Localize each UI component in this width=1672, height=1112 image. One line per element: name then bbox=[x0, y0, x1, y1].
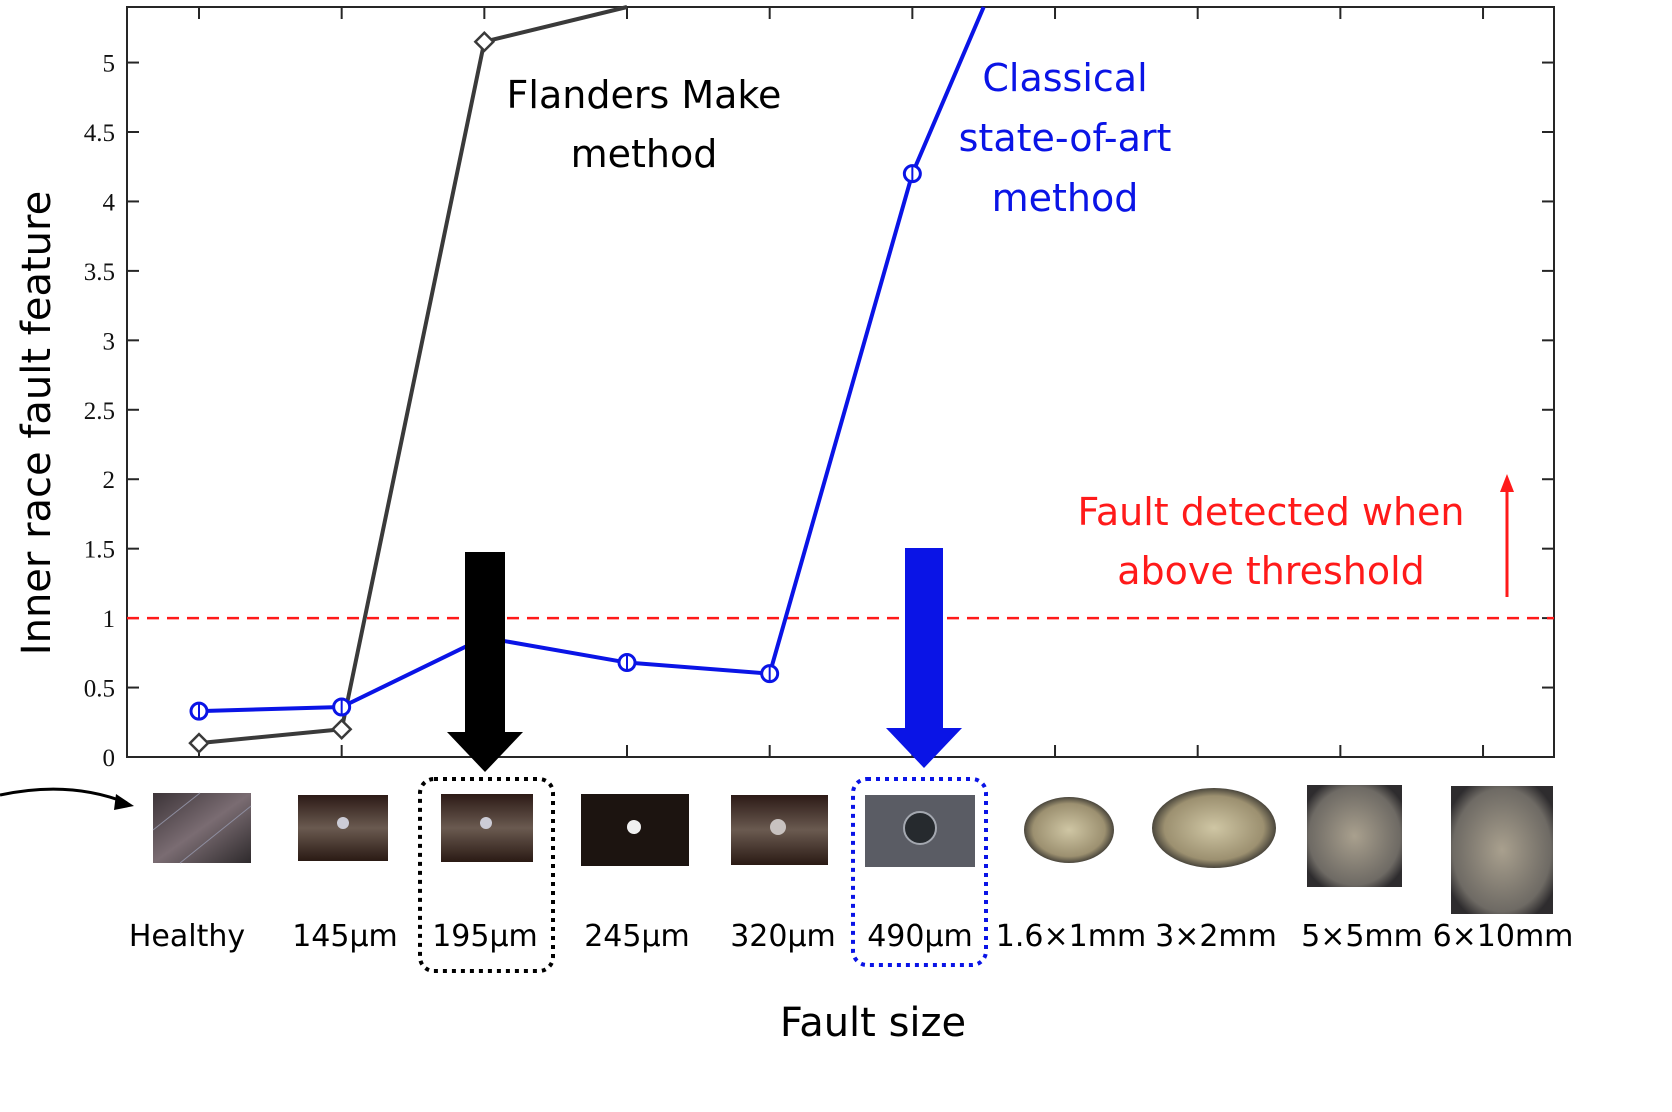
classical-label-line-2: state-of-art bbox=[959, 116, 1172, 160]
sample-image-490um bbox=[865, 795, 975, 867]
y-axis: 0 0.5 1 1.5 2 2.5 3 3.5 4 4.5 5 bbox=[84, 51, 1554, 772]
y-tick-label: 2.5 bbox=[84, 398, 115, 425]
y-tick-label: 3 bbox=[103, 328, 116, 355]
up-arrow-icon bbox=[1500, 474, 1514, 597]
highlight-box-195um bbox=[418, 777, 555, 973]
series-layer bbox=[188, 5, 986, 754]
category-label: 245µm bbox=[584, 919, 690, 954]
category-label: 145µm bbox=[292, 919, 398, 954]
data-point-diamond bbox=[188, 732, 210, 754]
y-tick-label: 0 bbox=[103, 745, 116, 772]
threshold-annotation: Fault detected when above threshold bbox=[1077, 490, 1464, 593]
sample-image-5x5mm bbox=[1307, 785, 1402, 887]
x-axis-label: Fault size bbox=[780, 1000, 966, 1046]
y-tick-label: 4.5 bbox=[84, 120, 115, 147]
sample-image-195um bbox=[441, 794, 533, 862]
series-line bbox=[198, 5, 628, 746]
sample-image-1-6x1mm bbox=[1024, 797, 1114, 863]
flanders-label-line-1: Flanders Make bbox=[507, 73, 782, 117]
category-label: 5×5mm bbox=[1301, 919, 1423, 954]
sample-image-6x10mm bbox=[1451, 786, 1553, 914]
black-down-arrow-icon bbox=[447, 552, 523, 772]
blue-down-arrow-icon bbox=[886, 548, 962, 768]
classical-label-line-1: Classical bbox=[982, 56, 1147, 100]
category-label: 6×10mm bbox=[1433, 919, 1574, 954]
curved-arrow-head-icon bbox=[114, 794, 134, 810]
flanders-annotation: Flanders Make method bbox=[507, 73, 782, 176]
sample-image-3x2mm bbox=[1152, 788, 1276, 868]
threshold-label-line-2: above threshold bbox=[1117, 549, 1425, 593]
plot-frame bbox=[126, 6, 1555, 758]
category-labels: Healthy 145µm 195µm 245µm 320µm 490µm 1.6×1mm 3… bbox=[129, 919, 1574, 954]
flanders-label-line-2: method bbox=[571, 132, 718, 176]
classical-annotation: Classical state-of-art method bbox=[959, 56, 1172, 220]
category-label: 320µm bbox=[730, 919, 836, 954]
category-label: Healthy bbox=[129, 919, 245, 954]
sample-image-healthy bbox=[152, 792, 252, 864]
y-tick-label: 1 bbox=[103, 606, 116, 633]
sample-image-320um bbox=[731, 795, 828, 865]
curved-arrow-icon bbox=[0, 787, 128, 805]
classical-label-line-3: method bbox=[992, 176, 1139, 220]
sample-image-245um bbox=[581, 794, 689, 866]
y-tick-label: 3.5 bbox=[84, 259, 115, 286]
data-point-diamond bbox=[330, 718, 353, 740]
x-axis bbox=[198, 7, 1485, 757]
y-tick-label: 4 bbox=[103, 189, 116, 216]
y-axis-label: Inner race fault feature bbox=[14, 191, 60, 655]
ylabel-group: Inner race fault feature bbox=[14, 191, 60, 655]
category-label: 490µm bbox=[867, 919, 973, 954]
y-tick-label: 1.5 bbox=[84, 537, 115, 564]
y-tick-label: 0.5 bbox=[84, 676, 115, 703]
category-label: 1.6×1mm bbox=[996, 919, 1146, 954]
category-label: 3×2mm bbox=[1155, 919, 1277, 954]
data-point-diamond bbox=[473, 30, 496, 53]
y-tick-label: 2 bbox=[103, 467, 116, 494]
sample-image-145um bbox=[298, 795, 388, 861]
category-label: 195µm bbox=[432, 919, 538, 954]
threshold-label-line-1: Fault detected when bbox=[1077, 490, 1464, 534]
y-tick-label: 5 bbox=[103, 51, 116, 78]
